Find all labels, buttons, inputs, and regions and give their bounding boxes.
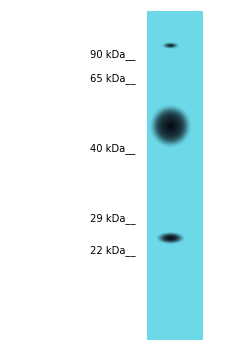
Ellipse shape [169, 45, 172, 46]
Ellipse shape [154, 108, 187, 144]
Ellipse shape [154, 109, 187, 143]
Ellipse shape [160, 115, 182, 137]
Ellipse shape [168, 237, 173, 239]
Ellipse shape [169, 125, 172, 127]
Ellipse shape [167, 237, 174, 239]
Text: 40 kDa__: 40 kDa__ [90, 143, 135, 154]
Ellipse shape [170, 125, 171, 127]
Ellipse shape [164, 43, 177, 48]
Ellipse shape [168, 44, 173, 47]
Ellipse shape [166, 236, 175, 240]
Ellipse shape [163, 234, 178, 241]
Ellipse shape [162, 118, 179, 134]
Ellipse shape [164, 235, 177, 241]
Ellipse shape [158, 112, 184, 140]
Ellipse shape [170, 45, 171, 46]
Ellipse shape [160, 116, 181, 136]
Text: 29 kDa__: 29 kDa__ [90, 213, 135, 224]
Ellipse shape [157, 232, 184, 244]
Ellipse shape [161, 234, 180, 242]
Ellipse shape [159, 233, 182, 243]
Ellipse shape [165, 120, 176, 132]
Ellipse shape [163, 43, 178, 48]
Ellipse shape [151, 106, 190, 147]
Ellipse shape [165, 43, 176, 48]
Ellipse shape [169, 237, 172, 239]
Ellipse shape [164, 43, 177, 48]
Ellipse shape [157, 112, 184, 140]
Ellipse shape [161, 116, 180, 136]
Text: 22 kDa__: 22 kDa__ [90, 245, 135, 256]
Ellipse shape [156, 111, 185, 141]
Bar [147, 10, 202, 340]
Ellipse shape [158, 233, 183, 243]
Ellipse shape [168, 123, 173, 129]
Ellipse shape [159, 114, 182, 138]
Ellipse shape [162, 42, 179, 49]
Ellipse shape [167, 44, 174, 47]
Ellipse shape [155, 110, 186, 142]
Ellipse shape [160, 234, 181, 242]
Ellipse shape [166, 44, 175, 47]
Ellipse shape [152, 106, 189, 146]
Ellipse shape [167, 122, 174, 130]
Text: 65 kDa__: 65 kDa__ [90, 73, 135, 84]
Ellipse shape [165, 236, 176, 240]
Ellipse shape [162, 234, 179, 241]
Text: 90 kDa__: 90 kDa__ [90, 49, 135, 60]
Ellipse shape [165, 121, 176, 131]
Ellipse shape [163, 118, 178, 134]
Ellipse shape [152, 107, 189, 145]
Ellipse shape [166, 236, 175, 240]
Ellipse shape [169, 45, 173, 46]
Ellipse shape [158, 113, 183, 139]
Ellipse shape [166, 121, 175, 131]
Ellipse shape [162, 117, 179, 135]
Ellipse shape [166, 44, 175, 47]
Ellipse shape [153, 108, 188, 144]
Ellipse shape [160, 233, 182, 243]
Ellipse shape [168, 124, 173, 128]
Ellipse shape [164, 119, 177, 133]
Ellipse shape [163, 235, 178, 241]
